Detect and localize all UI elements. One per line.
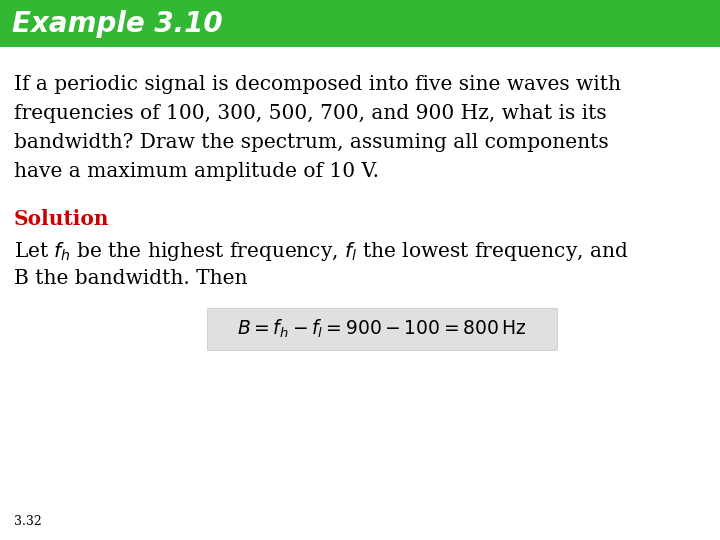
Text: frequencies of 100, 300, 500, 700, and 900 Hz, what is its: frequencies of 100, 300, 500, 700, and 9… xyxy=(14,104,607,123)
Bar xyxy=(207,308,557,350)
Text: have a maximum amplitude of 10 V.: have a maximum amplitude of 10 V. xyxy=(14,162,379,181)
Text: Let $f_h$ be the highest frequency, $f_l$ the lowest frequency, and: Let $f_h$ be the highest frequency, $f_l… xyxy=(14,240,629,263)
Text: Example 3.10: Example 3.10 xyxy=(12,10,222,37)
Bar xyxy=(0,0,720,47)
Text: $B = f_h - f_l = 900 - 100 = 800 \, \mathrm{Hz}$: $B = f_h - f_l = 900 - 100 = 800 \, \mat… xyxy=(237,318,527,340)
Text: bandwidth? Draw the spectrum, assuming all components: bandwidth? Draw the spectrum, assuming a… xyxy=(14,133,608,152)
Text: If a periodic signal is decomposed into five sine waves with: If a periodic signal is decomposed into … xyxy=(14,75,621,94)
Text: Solution: Solution xyxy=(14,209,109,229)
Text: B the bandwidth. Then: B the bandwidth. Then xyxy=(14,269,248,288)
Text: 3.32: 3.32 xyxy=(14,515,42,528)
